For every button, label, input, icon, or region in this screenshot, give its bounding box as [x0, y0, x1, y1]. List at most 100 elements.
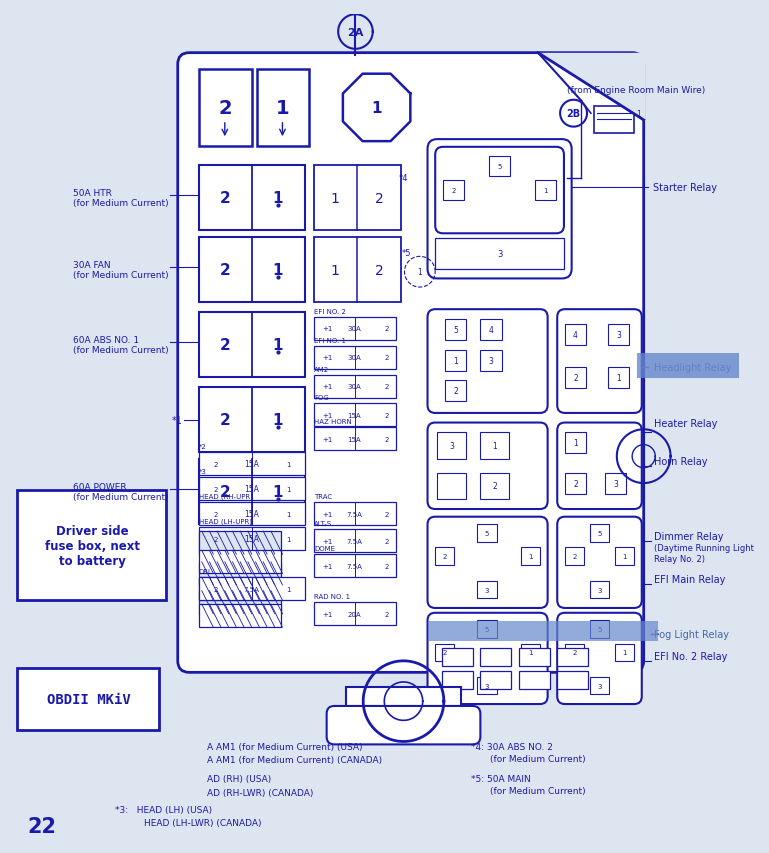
Text: 1: 1	[371, 101, 382, 116]
Text: 1: 1	[272, 191, 283, 206]
Bar	[565, 644, 584, 661]
Bar	[199, 478, 305, 501]
Text: +1: +1	[322, 511, 333, 517]
Text: *5: *5	[401, 249, 411, 258]
Text: 1: 1	[286, 486, 291, 492]
Text: Headlight Relay: Headlight Relay	[654, 363, 731, 373]
Text: A AM1 (for Medium Current) (USA): A AM1 (for Medium Current) (USA)	[207, 742, 362, 751]
Text: 2: 2	[492, 482, 497, 490]
Text: EFI NO. 1: EFI NO. 1	[315, 338, 346, 344]
Bar	[199, 165, 305, 231]
Text: EFI No. 2 Relay: EFI No. 2 Relay	[654, 651, 727, 661]
Bar	[444, 319, 466, 340]
Bar	[478, 621, 497, 638]
Text: 3: 3	[616, 330, 621, 339]
FancyBboxPatch shape	[178, 54, 644, 672]
Bar	[489, 157, 510, 177]
Bar	[608, 368, 629, 388]
Bar	[519, 648, 550, 666]
Text: 1: 1	[453, 357, 458, 365]
Bar	[615, 644, 634, 661]
Bar	[444, 350, 466, 371]
Text: 3: 3	[449, 442, 454, 450]
Text: 1: 1	[272, 413, 283, 427]
Bar	[199, 562, 281, 585]
Text: 30A FAN
(for Medium Current): 30A FAN (for Medium Current)	[72, 261, 168, 280]
Bar	[565, 324, 586, 345]
Bar	[590, 621, 609, 638]
Text: 1: 1	[286, 461, 291, 467]
Text: 1: 1	[272, 338, 283, 353]
Text: 1: 1	[528, 649, 533, 655]
Text: *2: *2	[199, 444, 207, 450]
Text: 3: 3	[614, 479, 618, 488]
Bar	[521, 548, 540, 565]
Bar	[565, 548, 584, 565]
Text: 3: 3	[488, 357, 494, 365]
Bar	[199, 528, 305, 551]
Bar	[478, 582, 497, 599]
Text: FOG: FOG	[315, 395, 329, 401]
Bar	[315, 554, 396, 577]
Text: 2: 2	[573, 479, 578, 488]
Text: 1: 1	[492, 442, 497, 450]
Text: +1: +1	[322, 611, 333, 617]
Text: 2: 2	[219, 485, 230, 500]
Text: 5: 5	[485, 626, 489, 632]
Bar	[315, 602, 396, 625]
Text: +1: +1	[322, 437, 333, 443]
Text: 2: 2	[219, 413, 230, 427]
Text: 30A: 30A	[348, 384, 361, 390]
Bar	[257, 70, 309, 147]
Text: EFI NO. 2: EFI NO. 2	[315, 309, 346, 315]
FancyBboxPatch shape	[428, 310, 548, 414]
Text: +1: +1	[322, 326, 333, 332]
Text: 2: 2	[385, 563, 389, 569]
Text: 7.5A: 7.5A	[244, 586, 260, 592]
Text: 2: 2	[385, 412, 389, 418]
Text: *5: 50A MAIN: *5: 50A MAIN	[471, 774, 531, 782]
Text: 5: 5	[498, 164, 501, 170]
Text: 1: 1	[573, 438, 578, 448]
Bar	[519, 671, 550, 689]
Bar	[17, 668, 159, 730]
Text: 5: 5	[453, 326, 458, 334]
Text: 50A HTR
(for Medium Current): 50A HTR (for Medium Current)	[72, 189, 168, 208]
Text: 2A: 2A	[348, 27, 364, 38]
Bar	[478, 677, 497, 694]
Text: 2: 2	[385, 384, 389, 390]
Text: 2: 2	[573, 374, 578, 382]
Bar	[608, 324, 629, 345]
Bar	[315, 238, 401, 303]
Text: 2: 2	[214, 537, 218, 543]
Bar	[315, 165, 401, 231]
Text: 1: 1	[331, 192, 340, 206]
Text: 2: 2	[385, 611, 389, 617]
Bar	[442, 671, 473, 689]
Text: 15A: 15A	[348, 412, 361, 418]
Text: +1: +1	[322, 384, 333, 390]
Text: 5: 5	[598, 531, 601, 537]
Bar	[199, 387, 305, 453]
Text: 22: 22	[27, 816, 56, 836]
Text: 5: 5	[485, 531, 489, 537]
Bar	[478, 525, 497, 542]
Text: 7.5A: 7.5A	[347, 511, 362, 517]
Text: +1: +1	[322, 538, 333, 544]
Text: 2: 2	[375, 192, 384, 206]
Bar	[315, 530, 396, 553]
Text: 1: 1	[272, 263, 283, 278]
Bar	[481, 648, 511, 666]
Text: 1: 1	[286, 511, 291, 517]
Text: +1: +1	[322, 355, 333, 361]
Bar	[199, 313, 305, 378]
Text: 3: 3	[598, 683, 602, 689]
Bar	[199, 453, 305, 476]
FancyBboxPatch shape	[558, 310, 642, 414]
Bar	[315, 346, 396, 369]
Text: *4: 30A ABS NO. 2: *4: 30A ABS NO. 2	[471, 742, 553, 751]
Bar	[199, 577, 305, 601]
Text: AD (RH-LWR) (CANADA): AD (RH-LWR) (CANADA)	[207, 788, 313, 797]
Bar	[199, 605, 281, 628]
Bar	[637, 354, 752, 379]
